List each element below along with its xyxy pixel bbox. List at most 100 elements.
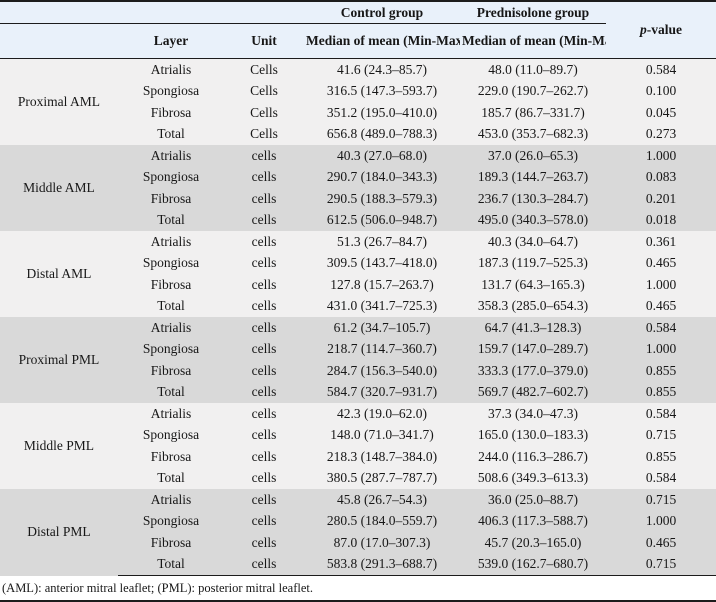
region-header-spacer <box>0 1 118 24</box>
prednisolone-value-cell: 358.3 (285.0–654.3) <box>460 295 606 317</box>
unit-cell: cells <box>224 274 304 296</box>
layer-cell: Total <box>118 209 224 231</box>
unit-cell: cells <box>224 145 304 167</box>
control-group-header: Control group <box>304 1 460 24</box>
unit-cell: cells <box>224 489 304 511</box>
p-value-cell: 1.000 <box>606 338 716 360</box>
region-label: Distal AML <box>0 231 118 317</box>
table-row: Middle PML Atrialis cells 42.3 (19.0–62.… <box>0 403 716 489</box>
prednisolone-value-cell: 48.0 (11.0–89.7) <box>460 58 606 81</box>
layer-cell: Fibrosa <box>118 446 224 468</box>
table-row: Total cells 584.7 (320.7–931.7) 569.7 (4… <box>0 381 716 403</box>
table-row: Total cells 612.5 (506.0–948.7) 495.0 (3… <box>0 209 716 231</box>
p-value-cell: 1.000 <box>606 145 716 167</box>
unit-cell: cells <box>224 381 304 403</box>
p-value-cell: 1.000 <box>606 510 716 532</box>
p-value-cell: 0.273 <box>606 123 716 145</box>
control-value-cell: 87.0 (17.0–307.3) <box>304 532 460 554</box>
prednisolone-value-cell: 244.0 (116.3–286.7) <box>460 446 606 468</box>
layer-cell: Atrialis <box>118 403 224 425</box>
prednisolone-value-cell: 333.3 (177.0–379.0) <box>460 360 606 382</box>
p-value-cell: 0.465 <box>606 295 716 317</box>
control-value-cell: 40.3 (27.0–68.0) <box>304 145 460 167</box>
control-value-cell: 431.0 (341.7–725.3) <box>304 295 460 317</box>
unit-cell: cells <box>224 317 304 339</box>
unit-cell: cells <box>224 252 304 274</box>
table-row: Fibrosa Cells 351.2 (195.0–410.0) 185.7 … <box>0 102 716 124</box>
table-row: Spongiosa cells 218.7 (114.7–360.7) 159.… <box>0 338 716 360</box>
p-value-cell: 0.584 <box>606 58 716 81</box>
prednisolone-value-cell: 185.7 (86.7–331.7) <box>460 102 606 124</box>
p-value-header-rest: -value <box>646 22 682 37</box>
table-row: Spongiosa cells 309.5 (143.7–418.0) 187.… <box>0 252 716 274</box>
control-value-cell: 42.3 (19.0–62.0) <box>304 403 460 425</box>
table-row: Spongiosa cells 290.7 (184.0–343.3) 189.… <box>0 166 716 188</box>
prednisolone-value-cell: 569.7 (482.7–602.7) <box>460 381 606 403</box>
unit-cell: cells <box>224 231 304 253</box>
control-value-cell: 380.5 (287.7–787.7) <box>304 467 460 489</box>
p-value-cell: 0.855 <box>606 360 716 382</box>
layer-cell: Spongiosa <box>118 510 224 532</box>
layer-cell: Fibrosa <box>118 274 224 296</box>
region-label: Proximal PML <box>0 317 118 403</box>
p-value-cell: 1.000 <box>606 274 716 296</box>
p-value-cell: 0.100 <box>606 80 716 102</box>
unit-cell: cells <box>224 338 304 360</box>
region-column-header <box>0 23 118 59</box>
layer-cell: Total <box>118 123 224 145</box>
table-row: Spongiosa cells 280.5 (184.0–559.7) 406.… <box>0 510 716 532</box>
layer-cell: Fibrosa <box>118 360 224 382</box>
p-value-cell: 0.855 <box>606 381 716 403</box>
table-row: Total cells 380.5 (287.7–787.7) 508.6 (3… <box>0 467 716 489</box>
prednisolone-value-cell: 236.7 (130.3–284.7) <box>460 188 606 210</box>
prednisolone-value-cell: 453.0 (353.7–682.3) <box>460 123 606 145</box>
table-footnote: (AML): anterior mitral leaflet; (PML): p… <box>2 581 314 595</box>
prednisolone-value-cell: 508.6 (349.3–613.3) <box>460 467 606 489</box>
layer-cell: Total <box>118 467 224 489</box>
layer-cell: Atrialis <box>118 58 224 81</box>
column-header-row: Layer Unit Median of mean (Min-Max) Medi… <box>0 23 716 59</box>
unit-cell: cells <box>224 166 304 188</box>
control-value-cell: 127.8 (15.7–263.7) <box>304 274 460 296</box>
table-row: Fibrosa cells 290.5 (188.3–579.3) 236.7 … <box>0 188 716 210</box>
table-row: Proximal PML Atrialis cells 61.2 (34.7–1… <box>0 317 716 403</box>
prednisolone-value-cell: 189.3 (144.7–263.7) <box>460 166 606 188</box>
prednisolone-value-cell: 36.0 (25.0–88.7) <box>460 489 606 511</box>
table-row: Spongiosa Cells 316.5 (147.3–593.7) 229.… <box>0 80 716 102</box>
table-row: Distal AML Atrialis cells 51.3 (26.7–84.… <box>0 231 716 317</box>
unit-cell: cells <box>224 446 304 468</box>
prednisolone-value-cell: 495.0 (340.3–578.0) <box>460 209 606 231</box>
p-value-header-italic: p <box>640 22 647 37</box>
layer-cell: Total <box>118 553 224 576</box>
table-row: Total cells 583.8 (291.3–688.7) 539.0 (1… <box>0 553 716 576</box>
control-value-cell: 584.7 (320.7–931.7) <box>304 381 460 403</box>
control-value-cell: 316.5 (147.3–593.7) <box>304 80 460 102</box>
bottom-rule <box>0 600 716 602</box>
unit-cell: cells <box>224 553 304 576</box>
unit-cell: cells <box>224 424 304 446</box>
prednisolone-value-cell: 64.7 (41.3–128.3) <box>460 317 606 339</box>
p-value-cell: 0.018 <box>606 209 716 231</box>
results-table: Control group Prednisolone group p-value… <box>0 0 716 576</box>
p-value-cell: 0.715 <box>606 553 716 576</box>
layer-cell: Spongiosa <box>118 80 224 102</box>
unit-cell: Cells <box>224 102 304 124</box>
p-value-cell: 0.855 <box>606 446 716 468</box>
table-row: Fibrosa cells 218.3 (148.7–384.0) 244.0 … <box>0 446 716 468</box>
control-value-cell: 45.8 (26.7–54.3) <box>304 489 460 511</box>
control-value-cell: 148.0 (71.0–341.7) <box>304 424 460 446</box>
control-value-cell: 61.2 (34.7–105.7) <box>304 317 460 339</box>
p-value-cell: 0.361 <box>606 231 716 253</box>
p-value-cell: 0.584 <box>606 467 716 489</box>
table-row: Proximal AML Atrialis Cells 41.6 (24.3–8… <box>0 58 716 145</box>
layer-cell: Fibrosa <box>118 532 224 554</box>
prednisolone-value-cell: 539.0 (162.7–680.7) <box>460 553 606 576</box>
region-label: Middle AML <box>0 145 118 231</box>
prednisolone-value-cell: 131.7 (64.3–165.3) <box>460 274 606 296</box>
p-value-cell: 0.584 <box>606 403 716 425</box>
control-value-cell: 290.5 (188.3–579.3) <box>304 188 460 210</box>
control-value-cell: 656.8 (489.0–788.3) <box>304 123 460 145</box>
region-label: Middle PML <box>0 403 118 489</box>
layer-cell: Atrialis <box>118 145 224 167</box>
unit-cell: cells <box>224 188 304 210</box>
